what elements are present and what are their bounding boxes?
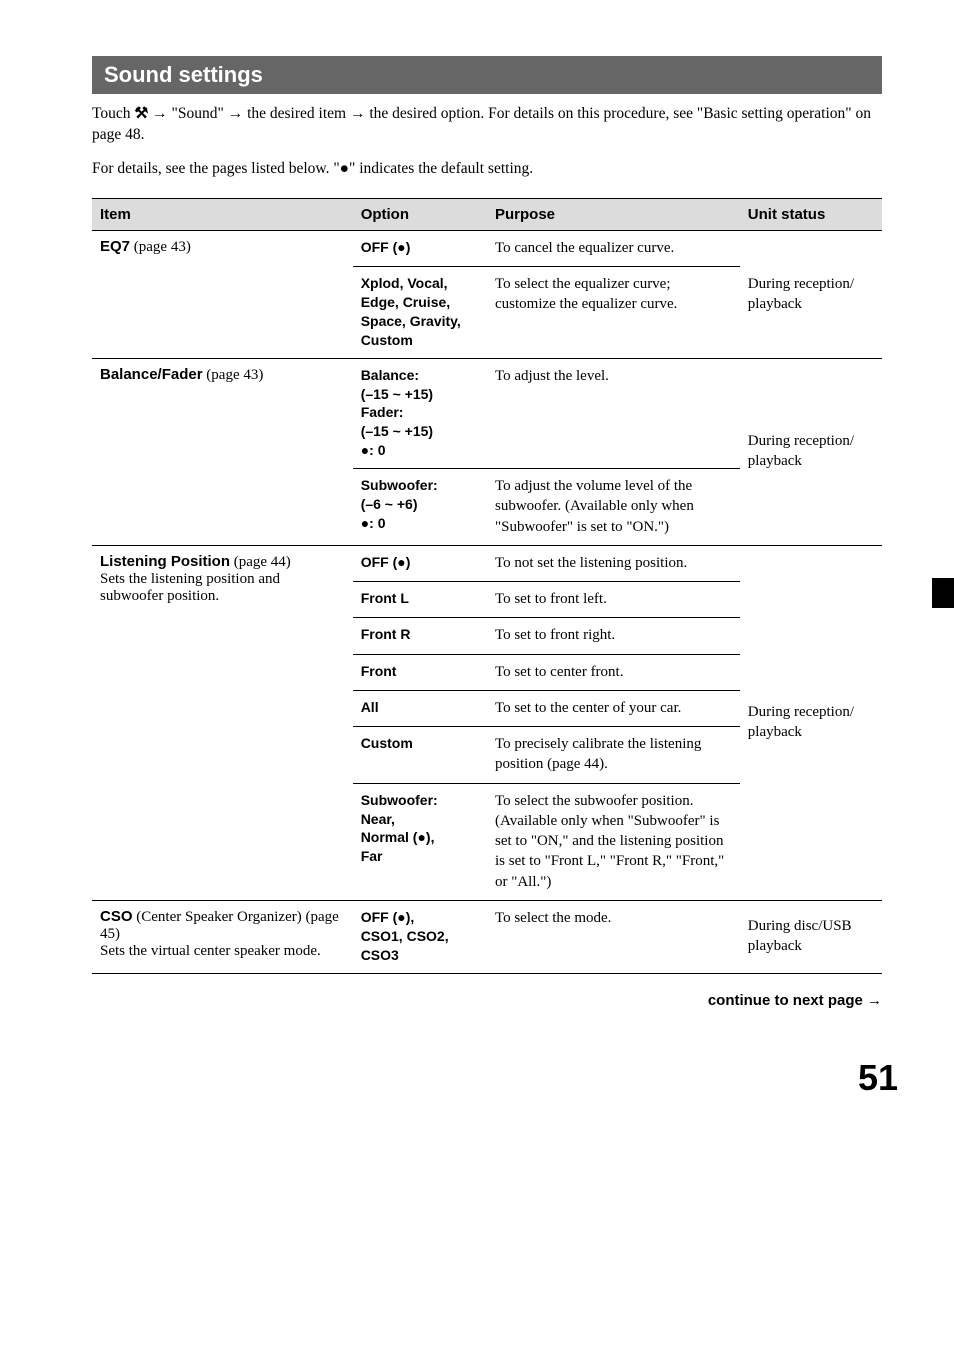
bf-opt1: Balance: (–15 ~ +15) Fader: (–15 ~ +15) … — [353, 358, 487, 468]
item-lp-name: Listening Position — [100, 553, 230, 570]
bf-status: During reception/ playback — [740, 358, 882, 545]
lp-pur5: To set to the center of your car. — [487, 690, 740, 726]
intro-post: → "Sound" → the desired item → the desir… — [92, 105, 871, 143]
lp-opt3: Front R — [353, 618, 487, 654]
lp-opt7: Subwoofer: Near, Normal (●), Far — [353, 783, 487, 900]
eq7-opt2: Xplod, Vocal, Edge, Cruise, Space, Gravi… — [353, 267, 487, 359]
page-number: 51 — [92, 1057, 898, 1099]
edge-tab — [932, 578, 954, 608]
details-line: For details, see the pages listed below.… — [92, 160, 882, 178]
cso-pur1: To select the mode. — [487, 900, 740, 973]
lp-opt6: Custom — [353, 727, 487, 784]
item-cso-desc: Sets the virtual center speaker mode. — [100, 943, 345, 960]
intro-paragraph: Touch ⚒ → "Sound" → the desired item → t… — [92, 104, 882, 146]
item-lp-desc: Sets the listening position and subwoofe… — [100, 571, 345, 605]
lp-pur3: To set to front right. — [487, 618, 740, 654]
header-status: Unit status — [740, 198, 882, 230]
section-header: Sound settings — [92, 56, 882, 94]
header-item: Item — [92, 198, 353, 230]
lp-status: During reception/ playback — [740, 545, 882, 900]
item-cso-name: CSO — [100, 908, 133, 925]
item-lp: Listening Position (page 44) Sets the li… — [92, 545, 353, 900]
cso-opt1: OFF (●), CSO1, CSO2, CSO3 — [353, 900, 487, 973]
item-eq7-page: (page 43) — [130, 239, 191, 255]
lp-opt2: Front L — [353, 582, 487, 618]
item-cso-post: (Center Speaker Organizer) (page 45) — [100, 909, 339, 942]
lp-pur2: To set to front left. — [487, 582, 740, 618]
bf-opt2: Subwoofer: (–6 ~ +6) ●: 0 — [353, 469, 487, 546]
header-option: Option — [353, 198, 487, 230]
item-bf-page: (page 43) — [203, 367, 264, 383]
continue-text: continue to next page → — [92, 992, 882, 1009]
eq7-opt1: OFF (●) — [353, 230, 487, 266]
item-bf-name: Balance/Fader — [100, 366, 203, 383]
header-purpose: Purpose — [487, 198, 740, 230]
eq7-pur1: To cancel the equalizer curve. — [487, 230, 740, 266]
eq7-pur2: To select the equalizer curve; customize… — [487, 267, 740, 359]
item-lp-page: (page 44) — [230, 554, 291, 570]
bf-pur1: To adjust the level. — [487, 358, 740, 468]
lp-pur6: To precisely calibrate the listening pos… — [487, 727, 740, 784]
bf-pur2: To adjust the volume level of the subwoo… — [487, 469, 740, 546]
intro-pre: Touch — [92, 105, 134, 122]
setup-icon: ⚒ — [134, 105, 148, 122]
eq7-status: During reception/ playback — [740, 230, 882, 358]
cso-status: During disc/USB playback — [740, 900, 882, 973]
lp-pur4: To set to center front. — [487, 654, 740, 690]
lp-pur1: To not set the listening position. — [487, 545, 740, 581]
item-bf: Balance/Fader (page 43) — [92, 358, 353, 545]
lp-opt1: OFF (●) — [353, 545, 487, 581]
lp-pur7: To select the subwoofer position. (Avail… — [487, 783, 740, 900]
settings-table: Item Option Purpose Unit status EQ7 (pag… — [92, 198, 882, 974]
item-eq7: EQ7 (page 43) — [92, 230, 353, 358]
item-eq7-name: EQ7 — [100, 238, 130, 255]
lp-opt4: Front — [353, 654, 487, 690]
lp-opt5: All — [353, 690, 487, 726]
item-cso: CSO (Center Speaker Organizer) (page 45)… — [92, 900, 353, 973]
